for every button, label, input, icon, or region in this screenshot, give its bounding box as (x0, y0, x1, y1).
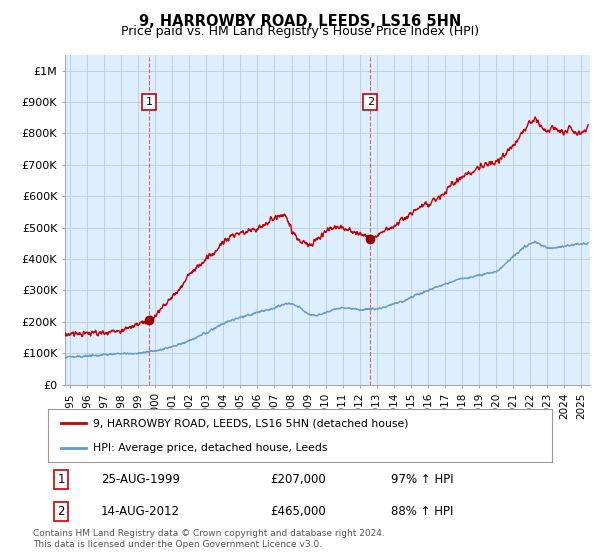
Text: 14-AUG-2012: 14-AUG-2012 (101, 505, 180, 518)
Text: 25-AUG-1999: 25-AUG-1999 (101, 473, 180, 486)
Text: HPI: Average price, detached house, Leeds: HPI: Average price, detached house, Leed… (94, 442, 328, 452)
Text: Price paid vs. HM Land Registry's House Price Index (HPI): Price paid vs. HM Land Registry's House … (121, 25, 479, 38)
Text: 88% ↑ HPI: 88% ↑ HPI (391, 505, 454, 518)
Text: £207,000: £207,000 (270, 473, 326, 486)
Text: 2: 2 (367, 97, 374, 107)
Text: 9, HARROWBY ROAD, LEEDS, LS16 5HN (detached house): 9, HARROWBY ROAD, LEEDS, LS16 5HN (detac… (94, 418, 409, 428)
Text: £465,000: £465,000 (270, 505, 326, 518)
Text: 97% ↑ HPI: 97% ↑ HPI (391, 473, 454, 486)
Text: 9, HARROWBY ROAD, LEEDS, LS16 5HN: 9, HARROWBY ROAD, LEEDS, LS16 5HN (139, 14, 461, 29)
Text: Contains HM Land Registry data © Crown copyright and database right 2024.
This d: Contains HM Land Registry data © Crown c… (33, 529, 385, 549)
Text: 1: 1 (146, 97, 152, 107)
Text: 2: 2 (58, 505, 65, 518)
Text: 1: 1 (58, 473, 65, 486)
